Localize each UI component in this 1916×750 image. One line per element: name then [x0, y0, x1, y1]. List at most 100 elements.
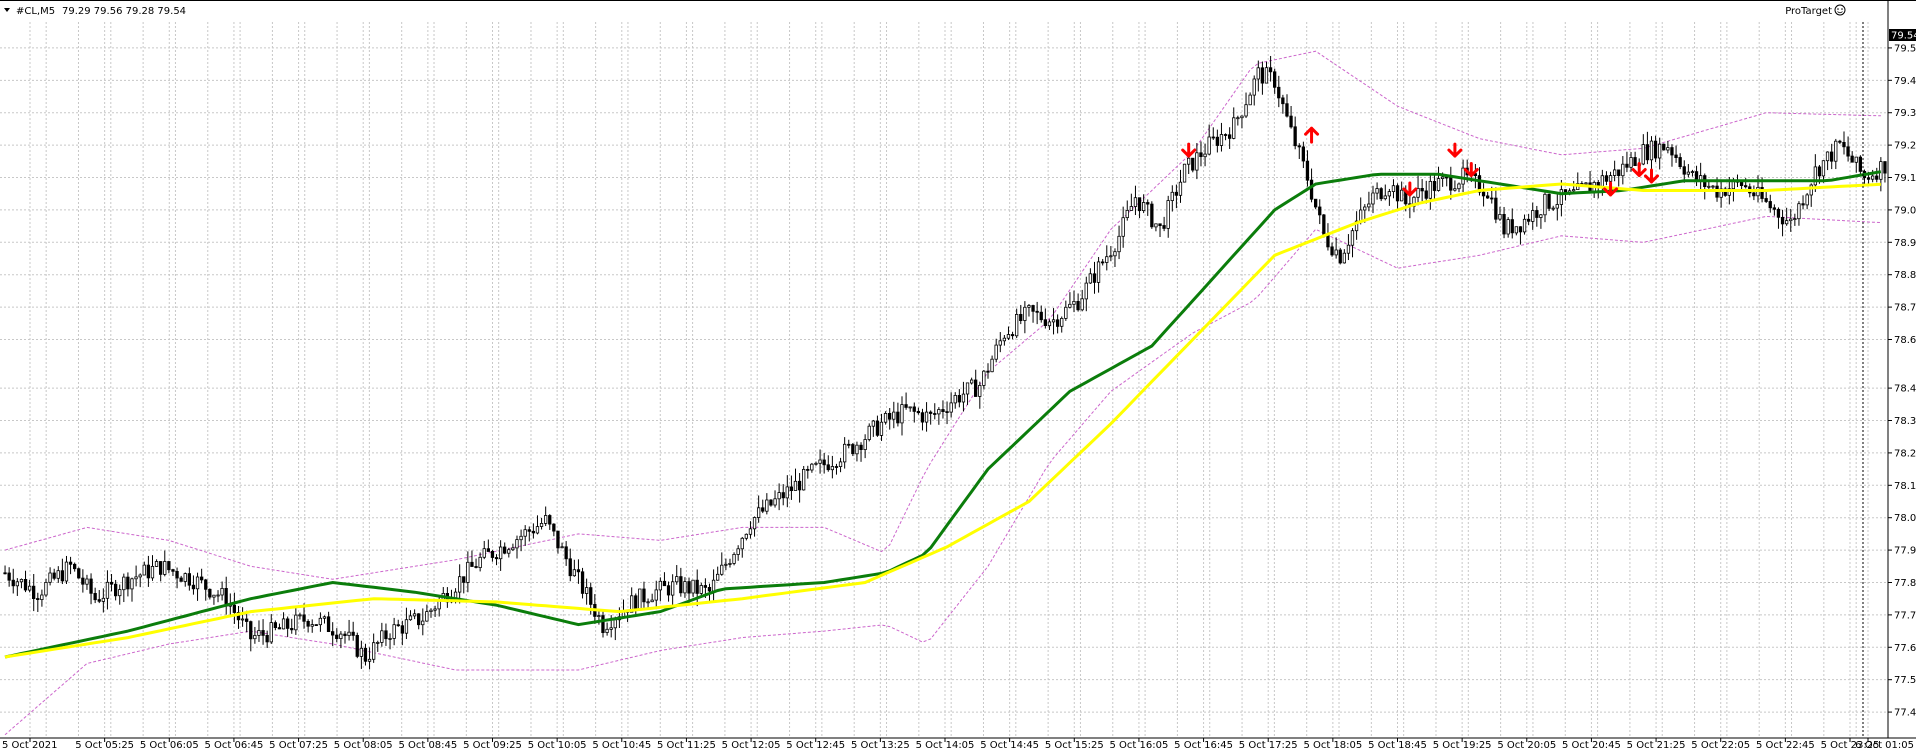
candle	[1297, 143, 1301, 160]
candle	[560, 542, 564, 549]
candle	[1219, 122, 1224, 152]
candle	[81, 569, 85, 593]
candle	[1256, 60, 1260, 92]
candle	[1027, 303, 1031, 317]
arrow-down-icon	[1463, 162, 1479, 178]
candle	[773, 490, 777, 508]
candle	[531, 523, 535, 539]
candle	[285, 616, 290, 637]
candle	[1375, 182, 1379, 200]
candle	[826, 455, 830, 472]
candle	[777, 483, 781, 511]
candle	[736, 545, 740, 561]
candle	[216, 590, 220, 603]
candle	[339, 631, 343, 649]
candle	[548, 514, 552, 530]
candle	[40, 589, 44, 607]
candle	[1834, 138, 1838, 170]
candle	[64, 555, 69, 584]
candle	[675, 565, 679, 585]
candle	[515, 535, 519, 559]
candle	[1236, 115, 1240, 126]
candle	[314, 624, 318, 626]
candle	[457, 564, 462, 604]
x-tick-label: 5 Oct 10:45	[592, 740, 651, 750]
candle	[68, 556, 73, 575]
candle	[1387, 188, 1391, 206]
chart-header: #CL,M5 79.29 79.56 79.28 79.54 ProTarget	[4, 4, 1846, 17]
candle	[470, 550, 474, 567]
x-tick-label: 5 Oct 16:45	[1174, 740, 1233, 750]
candle	[576, 559, 581, 584]
x-tick-label: 5 Oct 06:45	[205, 740, 264, 750]
candle	[1268, 55, 1273, 82]
candle	[986, 363, 990, 379]
candle	[1191, 157, 1195, 173]
candle	[187, 567, 192, 591]
y-tick-label: 77.75	[1894, 610, 1916, 621]
candle	[101, 588, 105, 613]
smiley-icon	[1834, 4, 1846, 16]
candle	[847, 439, 851, 449]
candle	[769, 499, 773, 507]
candle	[163, 550, 167, 577]
candle	[502, 542, 507, 555]
candle	[1371, 185, 1375, 214]
candle	[752, 516, 757, 537]
candle	[990, 355, 994, 373]
candle	[818, 449, 822, 474]
candle	[683, 577, 687, 598]
x-tick-label: 5 Oct 2021	[2, 740, 57, 750]
candle	[1043, 308, 1047, 329]
candle	[146, 555, 151, 587]
candle	[1608, 171, 1613, 183]
candle	[1850, 151, 1854, 163]
envelope-bands	[4, 50, 1881, 736]
y-tick-label: 79.50	[1894, 43, 1916, 54]
candle	[1010, 331, 1015, 340]
candle	[572, 559, 576, 577]
candle	[920, 408, 925, 431]
candle	[1002, 334, 1006, 346]
candle	[1150, 201, 1154, 229]
candle	[60, 558, 64, 585]
y-tick-label: 78.15	[1894, 481, 1916, 492]
candle	[89, 573, 93, 605]
candle	[1367, 191, 1371, 212]
candle	[478, 552, 482, 572]
candle	[265, 630, 269, 649]
candle	[1199, 141, 1203, 167]
candle	[1543, 192, 1547, 223]
candle	[114, 579, 118, 601]
candle	[630, 587, 634, 613]
candle	[974, 369, 978, 397]
x-tick-label: 5 Oct 11:25	[657, 740, 716, 750]
candle	[720, 552, 724, 576]
candle	[1846, 136, 1850, 162]
candle	[523, 525, 527, 546]
chart-menu-triangle-icon[interactable]	[4, 8, 10, 12]
candle	[330, 622, 335, 647]
candle	[1273, 68, 1277, 94]
arrow-down-icon	[1447, 142, 1463, 158]
candle	[302, 603, 306, 629]
candle	[359, 640, 364, 669]
candle	[646, 598, 650, 608]
candle	[7, 567, 11, 587]
candle	[666, 581, 671, 602]
x-tick-label: 5 Oct 12:05	[722, 740, 781, 750]
candle	[1334, 237, 1338, 259]
x-tick-label: 5 Oct 13:25	[851, 740, 910, 750]
candle	[1133, 185, 1138, 216]
candle	[249, 620, 253, 652]
candle	[724, 558, 728, 571]
candle	[1551, 205, 1555, 211]
candle	[1428, 174, 1432, 210]
candle	[404, 607, 409, 640]
candle	[1305, 150, 1310, 187]
candle	[36, 592, 40, 612]
candle	[662, 572, 667, 587]
x-axis-ticks: 5 Oct 2021 5 Oct 05:25 5 Oct 06:05 5 Oct 06…	[2, 738, 1914, 750]
candle	[1039, 305, 1043, 323]
